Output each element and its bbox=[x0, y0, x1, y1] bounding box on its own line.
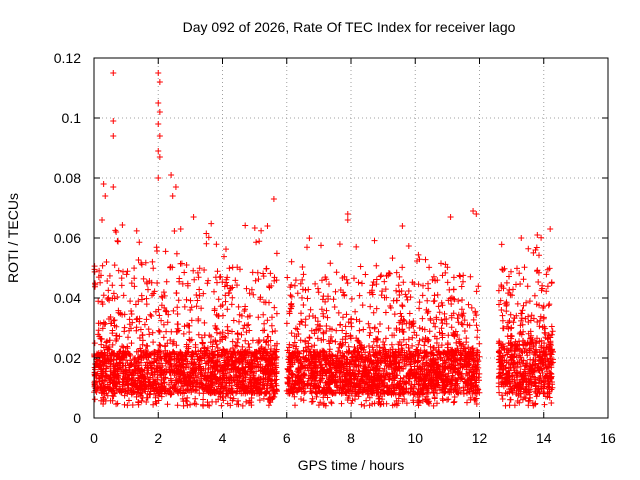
peak-point bbox=[172, 184, 179, 190]
x-tick-label: 2 bbox=[154, 430, 162, 446]
y-axis-label: ROTI / TECUs bbox=[5, 193, 21, 283]
peak-point bbox=[470, 208, 477, 214]
peak-point bbox=[100, 181, 107, 187]
y-tick-label: 0.1 bbox=[62, 110, 82, 126]
x-tick-label: 14 bbox=[536, 430, 552, 446]
y-tick-label: 0.02 bbox=[54, 350, 81, 366]
peak-point bbox=[447, 214, 454, 220]
y-tick-label: 0.06 bbox=[54, 230, 81, 246]
y-tick-label: 0.04 bbox=[54, 290, 81, 306]
peak-point bbox=[344, 211, 351, 217]
peak-point bbox=[270, 196, 277, 202]
peak-point bbox=[399, 223, 406, 229]
x-tick-label: 8 bbox=[347, 430, 355, 446]
peak-point bbox=[264, 223, 271, 229]
y-tick-label: 0 bbox=[73, 410, 81, 426]
x-tick-label: 4 bbox=[219, 430, 227, 446]
y-tick-label: 0.08 bbox=[54, 170, 81, 186]
peak-point bbox=[534, 232, 541, 238]
peak-point bbox=[473, 211, 480, 217]
x-tick-labels: 0 2 4 6 8 10 12 14 16 bbox=[90, 430, 616, 446]
peak-point bbox=[156, 79, 163, 85]
peak-point bbox=[110, 133, 117, 139]
peak-point bbox=[344, 217, 351, 223]
peak-point bbox=[155, 70, 162, 76]
x-tick-label: 10 bbox=[407, 430, 423, 446]
peak-point bbox=[155, 121, 162, 127]
data-points bbox=[91, 70, 556, 409]
x-tick-label: 16 bbox=[600, 430, 616, 446]
peak-point bbox=[99, 217, 106, 223]
peak-point bbox=[102, 193, 109, 199]
x-tick-label: 12 bbox=[472, 430, 488, 446]
peak-point bbox=[156, 109, 163, 115]
peak-point bbox=[177, 226, 184, 232]
y-tick-labels: 0 0.02 0.04 0.06 0.08 0.1 0.12 bbox=[54, 50, 81, 426]
y-tick-label: 0.12 bbox=[54, 50, 81, 66]
peak-point bbox=[168, 172, 175, 178]
peak-point bbox=[190, 214, 197, 220]
chart-title: Day 092 of 2026, Rate Of TEC Index for r… bbox=[183, 19, 516, 35]
peak-point bbox=[155, 148, 162, 154]
peak-point bbox=[547, 226, 554, 232]
x-tick-label: 6 bbox=[283, 430, 291, 446]
x-tick-label: 0 bbox=[90, 430, 98, 446]
plot-frame bbox=[93, 57, 609, 419]
peak-point bbox=[156, 154, 163, 160]
x-axis-label: GPS time / hours bbox=[298, 457, 405, 473]
peak-point bbox=[169, 193, 176, 199]
peak-point bbox=[110, 118, 117, 124]
peak-point bbox=[110, 70, 117, 76]
peak-point bbox=[156, 133, 163, 139]
peak-point bbox=[155, 175, 162, 181]
dense-point-cloud bbox=[91, 220, 556, 409]
peak-point bbox=[155, 100, 162, 106]
peak-point bbox=[110, 184, 117, 190]
peak-point bbox=[518, 235, 525, 241]
